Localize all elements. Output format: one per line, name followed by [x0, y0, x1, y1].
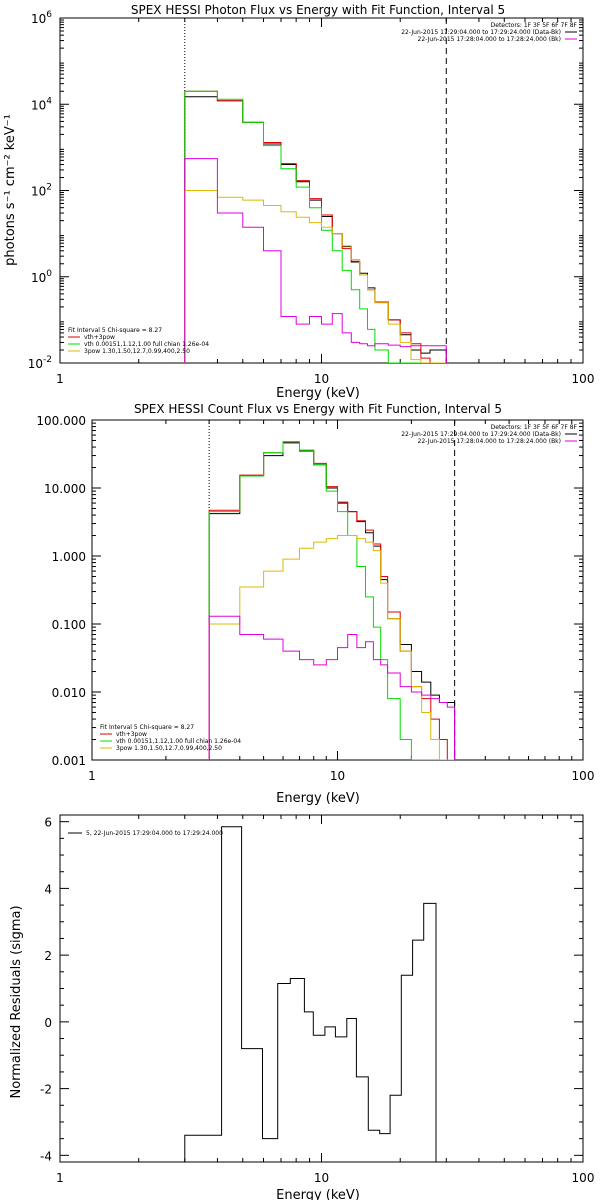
y-tick-label: 2	[44, 949, 52, 963]
y-tick-label: 10.000	[44, 482, 86, 496]
y-tick-label: 104	[31, 96, 52, 112]
legend-entry: 3pow 1.30,1.50,12.7,0.99,400,2.50	[84, 348, 190, 355]
legend-header: Detectors: 1F 3F 5F 6F 7F 8F	[491, 22, 578, 29]
series-line	[208, 615, 456, 760]
y-tick-label: 0.100	[52, 618, 86, 632]
y-axis-label: Normalized Residuals (sigma)	[9, 905, 24, 1098]
legend-entry: 22-Jun-2015 17:28:04.000 to 17:28:24.000…	[418, 438, 561, 445]
plot-area: 1 10 100 0.001 0.010 0.100 1.000 10.000 100.000 D…	[36, 414, 594, 783]
chart-title: SPEX HESSI Photon Flux vs Energy with Fi…	[131, 3, 505, 17]
x-tick-label: 100	[572, 1171, 595, 1185]
y-tick-label: 10-2	[28, 355, 52, 371]
legend-entry: vth 0.00151,1.12,1.00 full chian 1.26e-0…	[84, 341, 209, 348]
chart-title: SPEX HESSI Count Flux vs Energy with Fit…	[134, 402, 502, 416]
series-line	[184, 90, 447, 363]
y-axis-label: photons s⁻¹ cm⁻² keV⁻¹	[3, 114, 18, 266]
series-line	[184, 158, 447, 363]
x-tick-label: 1	[56, 372, 64, 386]
series-line	[184, 826, 437, 1162]
x-tick-label: 100	[572, 372, 595, 386]
plot-frame	[59, 814, 584, 1163]
series-group	[184, 826, 437, 1162]
series-line	[208, 441, 455, 760]
series-line	[184, 190, 447, 363]
plot-frame	[59, 17, 584, 364]
y-tick-label: 0	[44, 1016, 52, 1030]
x-axis-label: Energy (keV)	[276, 791, 360, 806]
x-tick-label: 100	[572, 769, 595, 783]
plot-area: 1 10 100 10-2 100 102 104 106 Detectors: 1F 3F 5…	[28, 10, 595, 386]
x-axis-label: Energy (keV)	[276, 386, 360, 401]
x-tick-label: 10	[330, 769, 345, 783]
series-line	[184, 90, 447, 363]
legend-header: Fit Interval 5 Chi-square = 8.27	[68, 327, 162, 334]
y-tick-label: 102	[31, 183, 52, 199]
x-axis-label: Energy (keV)	[276, 1188, 360, 1200]
plot-area: 1 10 100 -4 -2 0 2 4 6 5, 22-Jun-2015 17:29:04.00…	[40, 814, 595, 1185]
x-tick-label: 1	[88, 769, 96, 783]
y-tick-label: 0.001	[52, 754, 86, 768]
legend-entry: 22-Jun-2015 17:28:04.000 to 17:28:24.000…	[418, 36, 561, 43]
legend-entry: vth 0.00151,1.12,1.00 full chian 1.26e-0…	[116, 738, 241, 745]
plot-frame	[91, 419, 584, 761]
legend-entry: 3pow 1.30,1.50,12.7,0.99,400,2.50	[116, 745, 222, 752]
series-group	[184, 90, 447, 363]
series-line	[208, 535, 455, 760]
legend-header: Detectors: 1F 3F 5F 6F 7F 8F	[491, 424, 578, 431]
y-tick-label: 106	[31, 10, 52, 26]
x-tick-label: 10	[314, 1171, 329, 1185]
x-tick-label: 1	[56, 1171, 64, 1185]
y-tick-label: 4	[44, 882, 52, 896]
residuals-panel: Energy (keV) Normalized Residuals (sigma…	[9, 814, 595, 1200]
legend-header: Fit Interval 5 Chi-square = 8.27	[100, 724, 194, 731]
y-tick-label: 1.000	[52, 550, 86, 564]
y-tick-label: -4	[40, 1149, 52, 1163]
y-tick-label: 0.010	[52, 686, 86, 700]
legend-entry: 22-Jun-2015 17:29:04.000 to 17:29:24.000…	[401, 431, 561, 438]
legend-entry: vth+3pow	[116, 731, 147, 738]
series-line	[208, 441, 455, 760]
legend-entry: vth+3pow	[84, 334, 115, 341]
legend-entry: 5, 22-Jun-2015 17:29:04.000 to 17:29:24.…	[86, 830, 223, 837]
series-group	[208, 441, 456, 760]
legend-entry: 22-Jun-2015 17:29:04.000 to 17:29:24.000…	[401, 29, 561, 36]
count-flux-panel: SPEX HESSI Count Flux vs Energy with Fit…	[36, 402, 594, 806]
y-tick-label: 100.000	[36, 414, 86, 428]
series-line	[184, 96, 447, 363]
y-tick-label: -2	[40, 1083, 52, 1097]
x-tick-label: 10	[314, 372, 329, 386]
y-tick-label: 6	[44, 816, 52, 830]
series-line	[208, 442, 456, 760]
y-tick-label: 100	[31, 269, 52, 285]
photon-flux-panel: SPEX HESSI Photon Flux vs Energy with Fi…	[3, 3, 594, 401]
